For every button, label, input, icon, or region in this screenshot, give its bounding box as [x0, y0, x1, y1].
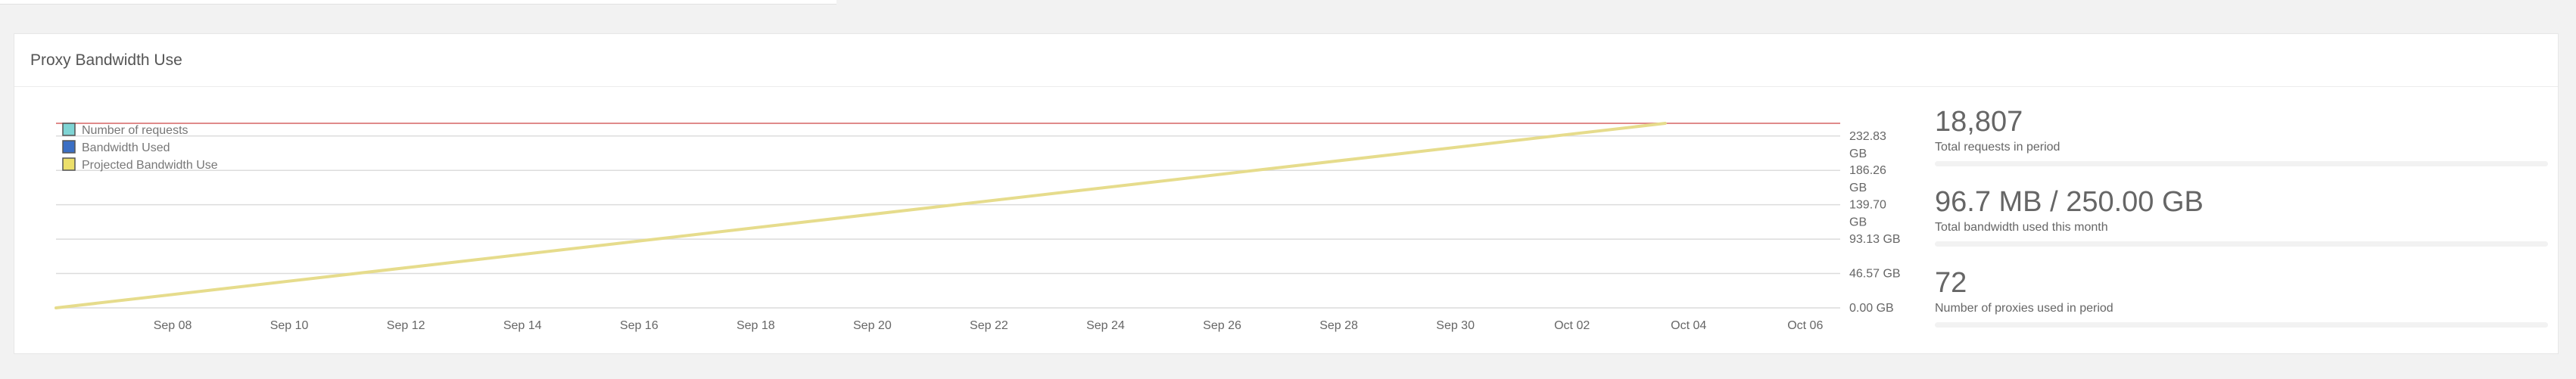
- y-tick-label: 232.83 GB: [1849, 130, 1886, 160]
- total-bandwidth-bar: [1935, 241, 2548, 247]
- stat-total-bandwidth: 96.7 MB / 250.00 GB Total bandwidth used…: [1935, 185, 2548, 247]
- legend-label: Projected Bandwidth Use: [82, 159, 218, 172]
- x-tick-label: Sep 22: [970, 319, 1008, 332]
- legend-label: Bandwidth Used: [82, 141, 170, 154]
- total-requests-label: Total requests in period: [1935, 141, 2060, 154]
- x-tick-label: Oct 04: [1671, 319, 1706, 332]
- panel-header: Proxy Bandwidth Use: [14, 34, 2558, 87]
- proxies-used-bar: [1935, 322, 2548, 328]
- x-tick-label: Sep 14: [503, 319, 542, 332]
- grid-layer: [56, 135, 1840, 309]
- stat-total-requests: 18,807 Total requests in period: [1935, 105, 2548, 166]
- total-bandwidth-label: Total bandwidth used this month: [1935, 221, 2108, 234]
- x-tick-label: Oct 06: [1787, 319, 1823, 332]
- series-layer: [55, 122, 1667, 309]
- bandwidth-chart: Number of requests Bandwidth Used Projecte…: [55, 122, 1901, 332]
- legend-label: Number of requests: [82, 124, 188, 137]
- y-tick-label: 0.00 GB: [1849, 302, 1894, 315]
- x-tick-label: Sep 08: [154, 319, 192, 332]
- legend-swatch: [62, 123, 76, 136]
- bandwidth-panel: Proxy Bandwidth Use Number of requests Ba…: [14, 33, 2559, 354]
- y-axis-labels: 0.00 GB 46.57 GB 93.13 GB 139.70 GB 186.26 GB 2…: [1849, 130, 1901, 315]
- x-axis-labels: Sep 08 Sep 10 Sep 12 Sep 14 Sep 16 Sep 18 Sep …: [154, 319, 1824, 332]
- x-tick-label: Sep 10: [270, 319, 309, 332]
- stat-proxies-used: 72 Number of proxies used in period: [1935, 266, 2548, 328]
- x-tick-label: Sep 30: [1436, 319, 1475, 332]
- legend-swatch: [62, 140, 76, 154]
- x-tick-label: Sep 24: [1086, 319, 1125, 332]
- y-tick-label: 186.26 GB: [1849, 164, 1886, 194]
- x-tick-label: Sep 16: [620, 319, 659, 332]
- y-tick-label: 93.13 GB: [1849, 233, 1901, 246]
- y-tick-label: 46.57 GB: [1849, 268, 1901, 281]
- x-tick-label: Sep 20: [853, 319, 892, 332]
- legend-swatch: [62, 157, 76, 171]
- x-tick-label: Sep 18: [737, 319, 775, 332]
- proxies-used-value: 72: [1935, 267, 1967, 299]
- panel-title: Proxy Bandwidth Use: [30, 51, 182, 69]
- x-tick-label: Sep 28: [1319, 319, 1358, 332]
- x-tick-label: Sep 12: [387, 319, 425, 332]
- series-line-projected: [55, 122, 1667, 309]
- total-requests-value: 18,807: [1935, 106, 2023, 138]
- top-strip: [0, 0, 836, 5]
- legend-layer: Number of requests Bandwidth Used Projecte…: [62, 123, 218, 172]
- x-tick-label: Oct 02: [1554, 319, 1590, 332]
- proxies-used-label: Number of proxies used in period: [1935, 302, 2113, 315]
- x-tick-label: Sep 26: [1203, 319, 1241, 332]
- total-requests-bar: [1935, 161, 2548, 166]
- total-bandwidth-value: 96.7 MB / 250.00 GB: [1935, 186, 2204, 218]
- y-tick-label: 139.70 GB: [1849, 199, 1886, 229]
